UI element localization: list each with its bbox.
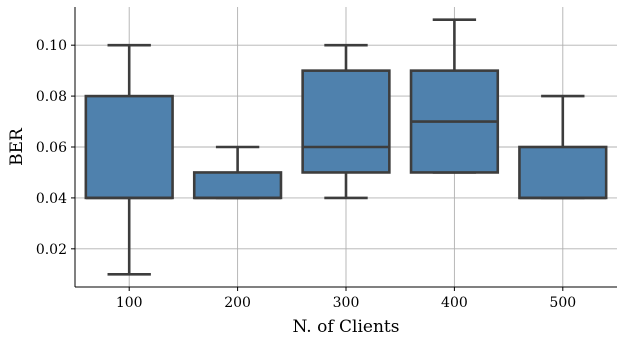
- axes: [71, 7, 617, 291]
- x-tick-label: 100: [116, 295, 143, 311]
- y-tick-label: 0.10: [36, 38, 67, 54]
- box-400: [409, 18, 500, 174]
- box-500: [518, 94, 608, 200]
- box-300: [301, 43, 391, 200]
- y-tick-label: 0.06: [36, 140, 67, 156]
- box-body: [518, 145, 608, 200]
- y-tick-label: 0.02: [36, 242, 67, 258]
- y-tick-label: 0.08: [36, 89, 67, 105]
- x-tick-label: 200: [224, 295, 251, 311]
- tick-labels: 0.02 0.04 0.06 0.08 0.10 100 200 300 400 500: [36, 38, 576, 311]
- box-series: [84, 18, 608, 276]
- x-axis-title: N. of Clients: [293, 317, 400, 337]
- x-tick-label: 400: [441, 295, 468, 311]
- y-axis-title: BER: [7, 127, 27, 166]
- y-tick-label: 0.04: [36, 191, 67, 207]
- x-tick-label: 500: [549, 295, 576, 311]
- box-body: [192, 171, 283, 200]
- box-body: [84, 94, 174, 200]
- box-100: [84, 43, 174, 276]
- x-tick-label: 300: [333, 295, 360, 311]
- box-body: [301, 69, 391, 174]
- box-200: [192, 145, 283, 200]
